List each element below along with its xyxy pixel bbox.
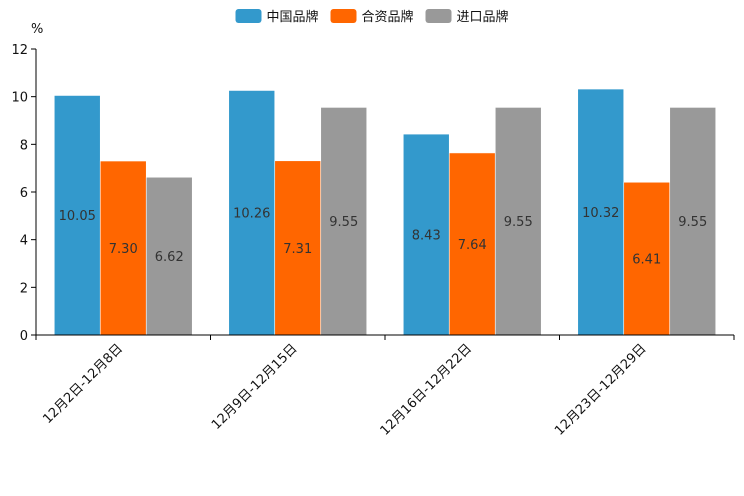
legend: 中国品牌 合资品牌 进口品牌 <box>235 9 509 25</box>
bar-value-label: 9.55 <box>504 215 533 230</box>
y-tick-label: 12 <box>11 43 28 58</box>
y-tick-label: 6 <box>20 186 28 201</box>
bar <box>669 107 717 336</box>
bar <box>402 133 450 336</box>
bar <box>623 181 671 336</box>
legend-item: 合资品牌 <box>330 9 414 25</box>
legend-item: 进口品牌 <box>425 9 509 25</box>
x-tick-label: 12月9日-12月15日 <box>209 341 301 433</box>
bar <box>494 107 542 336</box>
legend-swatch <box>425 9 452 23</box>
bar-value-label: 6.41 <box>632 253 661 268</box>
bar-value-label: 7.30 <box>109 242 138 257</box>
bar-value-label: 8.43 <box>412 229 441 244</box>
bars: 10.05 10.26 8.43 10.32 7.30 7.31 7.64 6.41 6.62 9… <box>53 88 717 336</box>
bar-value-label: 9.55 <box>678 215 707 230</box>
bar-value-label: 7.31 <box>283 242 312 257</box>
y-unit-label: % <box>31 22 43 37</box>
y-tick-label: 10 <box>11 91 28 106</box>
y-tick-label: 8 <box>20 138 28 153</box>
bar <box>320 107 368 336</box>
x-tick-label: 12月16日-12月22日 <box>378 341 475 438</box>
y-tick-label: 2 <box>20 281 28 296</box>
y-tick-label: 0 <box>20 329 28 344</box>
bar <box>274 160 322 336</box>
legend-label: 合资品牌 <box>362 9 414 25</box>
bar-value-label: 9.55 <box>329 215 358 230</box>
bar <box>53 95 101 336</box>
bar-value-label: 6.62 <box>155 250 184 265</box>
y-tick-label: 4 <box>20 234 28 249</box>
legend-swatch <box>330 9 357 23</box>
bar-value-label: 7.64 <box>458 238 487 253</box>
x-tick-label: 12月2日-12月8日 <box>40 341 126 427</box>
x-axis: 12月2日-12月8日 12月9日-12月15日 12月16日-12月22日 12月2… <box>35 334 735 439</box>
legend-label: 中国品牌 <box>267 9 319 25</box>
bar <box>448 152 496 336</box>
legend-item: 中国品牌 <box>235 9 319 25</box>
bar-value-label: 10.05 <box>59 209 96 224</box>
legend-label: 进口品牌 <box>457 9 509 25</box>
legend-swatch <box>235 9 262 23</box>
bar <box>228 90 276 336</box>
bar-value-label: 10.26 <box>233 207 270 222</box>
x-tick-label: 12月23日-12月29日 <box>552 341 649 438</box>
y-axis: 0 2 4 6 8 10 12 <box>11 43 37 344</box>
bar-value-label: 10.32 <box>582 206 619 221</box>
